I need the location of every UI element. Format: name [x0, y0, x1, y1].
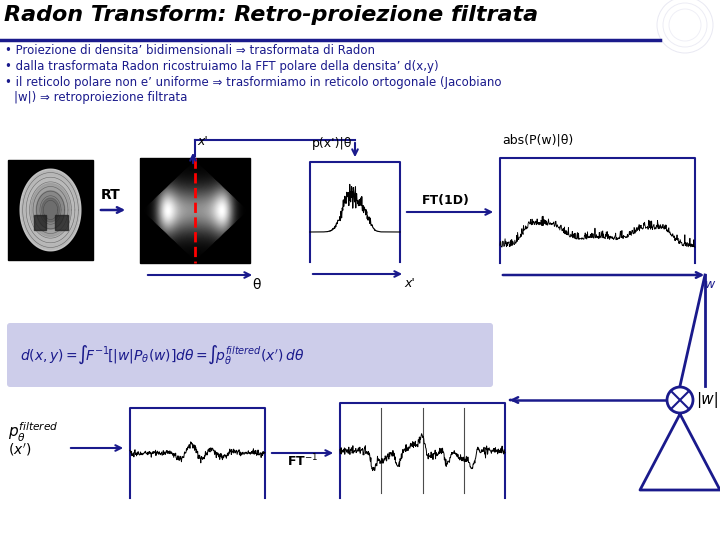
- Polygon shape: [34, 215, 46, 230]
- Text: $d(x,y)=\!\int\! F^{-1}\!\left[|w|P_\theta(w)\right]d\theta=\!\int\! p_\theta^{f: $d(x,y)=\!\int\! F^{-1}\!\left[|w|P_\the…: [20, 344, 305, 366]
- Circle shape: [667, 387, 693, 413]
- Bar: [8, 160, 93, 260]
- Polygon shape: [25, 177, 76, 244]
- Bar: [140, 158, 250, 263]
- Text: • dalla trasformata Radon ricostruiamo la FFT polare della densita’ d(x,y): • dalla trasformata Radon ricostruiamo l…: [5, 60, 438, 73]
- Text: • il reticolo polare non e’ uniforme ⇒ trasformiamo in reticolo ortogonale (Jaco: • il reticolo polare non e’ uniforme ⇒ t…: [5, 76, 502, 89]
- Text: x': x': [197, 135, 208, 148]
- Polygon shape: [31, 184, 70, 237]
- Text: abs(P(w)|θ): abs(P(w)|θ): [502, 133, 573, 146]
- Text: |w|) ⇒ retroproiezione filtrata: |w|) ⇒ retroproiezione filtrata: [14, 91, 187, 104]
- Text: θ: θ: [252, 278, 261, 292]
- Text: x': x': [404, 277, 415, 290]
- Text: $p_\theta^{filtered}$: $p_\theta^{filtered}$: [8, 421, 58, 443]
- Polygon shape: [42, 198, 60, 222]
- Text: RT: RT: [101, 188, 121, 202]
- Polygon shape: [36, 191, 65, 229]
- Text: p(x')|θ: p(x')|θ: [312, 137, 352, 150]
- Text: w: w: [705, 278, 715, 291]
- Polygon shape: [20, 169, 81, 251]
- Text: FT$^{-1}$: FT$^{-1}$: [287, 453, 318, 469]
- Text: Radon Transform: Retro-proiezione filtrata: Radon Transform: Retro-proiezione filtra…: [4, 5, 538, 25]
- Polygon shape: [55, 215, 68, 230]
- Text: $(x')$: $(x')$: [8, 442, 32, 458]
- Text: • Proiezione di densita’ bidimensionali ⇒ trasformata di Radon: • Proiezione di densita’ bidimensionali …: [5, 44, 375, 57]
- Text: |w|: |w|: [696, 392, 719, 408]
- FancyBboxPatch shape: [7, 323, 493, 387]
- Text: FT(1D): FT(1D): [422, 194, 470, 207]
